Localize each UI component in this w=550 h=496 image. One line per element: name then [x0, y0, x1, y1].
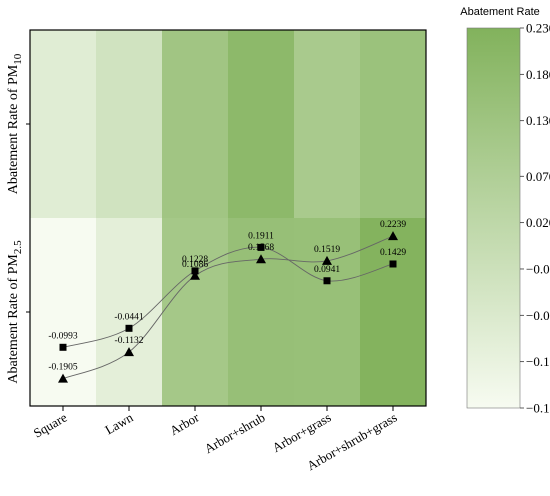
data-labels: -0.0993 -0.0441 0.1228 0.1911 0.0941 0.1429 -0…	[48, 220, 406, 373]
colorbar-title: Abatement Rate	[460, 6, 540, 18]
heatmap-cell	[162, 30, 229, 219]
data-label: -0.1132	[115, 336, 144, 346]
data-point-marker	[124, 347, 134, 357]
data-label: 0.0941	[314, 265, 340, 275]
x-tick-label: Square	[31, 409, 70, 440]
data-point-marker	[388, 231, 398, 241]
colorbar-tick-label: −0.080	[526, 308, 550, 323]
data-point-marker	[389, 260, 397, 268]
data-label: -0.1905	[48, 363, 78, 373]
data-point-marker	[256, 254, 266, 264]
colorbar-ticks: 0.230 0.180 0.130 0.070 0.020 −0.030 −0.080 −0.…	[520, 21, 550, 416]
heatmap-cell	[96, 30, 163, 219]
data-label: -0.0441	[114, 312, 144, 322]
heatmap-cell	[162, 218, 229, 407]
heatmap-cell	[30, 30, 97, 219]
colorbar-tick-label: 0.130	[526, 113, 550, 128]
colorbar-gradient	[466, 27, 521, 409]
colorbar-tick-label: 0.230	[526, 21, 550, 36]
heatmap-cell	[294, 218, 361, 407]
data-label: 0.1086	[182, 260, 208, 270]
row-labels: Abatement Rate of PM10 Abatement Rate of …	[6, 53, 24, 383]
data-point-marker	[257, 243, 265, 251]
heatmap-cells	[30, 30, 427, 407]
colorbar-tick-label: −0.180	[526, 401, 550, 416]
data-point-marker	[323, 277, 331, 285]
data-point-marker	[190, 270, 200, 280]
heatmap-cell	[294, 30, 361, 219]
data-label: 0.1568	[248, 243, 274, 253]
series-curve	[62, 246, 394, 348]
axis-ticks	[26, 123, 394, 411]
heatmap-cell	[360, 218, 427, 407]
x-tick-label: Arbor	[167, 409, 202, 438]
data-point-marker	[59, 343, 67, 351]
colorbar-tick-label: −0.130	[526, 354, 550, 369]
row-label: Abatement Rate of PM2.5	[6, 240, 24, 384]
x-tick-labels: Square Lawn Arbor Arbor+shrub Arbor+grassArb…	[31, 409, 400, 473]
row-label: Abatement Rate of PM10	[6, 53, 24, 194]
colorbar-tick-label: 0.180	[526, 67, 550, 82]
colorbar-tick-label: 0.070	[526, 169, 550, 184]
heatmap-cell	[228, 30, 295, 219]
heatmap-cell	[96, 218, 163, 407]
data-label: 0.1228	[182, 255, 208, 265]
data-point-marker	[125, 324, 133, 332]
data-label: -0.0993	[48, 331, 78, 341]
data-label: 0.1519	[314, 245, 340, 255]
data-point-marker	[322, 255, 332, 265]
plot-frame	[29, 29, 427, 407]
data-label: 0.1429	[380, 248, 406, 258]
data-point-marker	[58, 373, 68, 383]
data-label: 0.1911	[248, 231, 274, 241]
colorbar-tick-label: 0.020	[526, 215, 550, 230]
heatmap-cell	[360, 30, 427, 219]
data-label: 0.2239	[380, 220, 406, 230]
data-markers	[58, 231, 398, 383]
x-tick-label: Lawn	[102, 409, 136, 437]
colorbar-tick-label: −0.030	[526, 261, 550, 276]
x-tick-label: Arbor+shrub	[202, 410, 268, 457]
